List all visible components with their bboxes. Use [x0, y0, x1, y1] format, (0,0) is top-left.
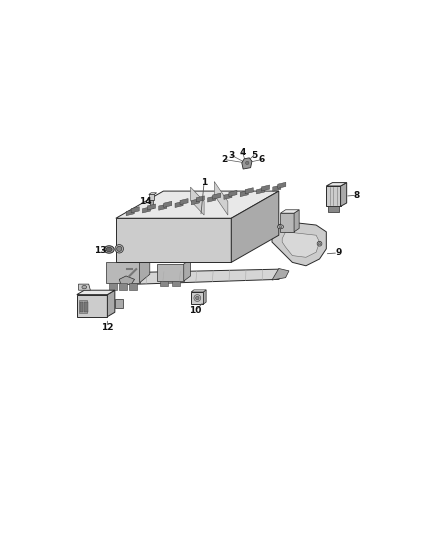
Polygon shape [203, 290, 206, 304]
Polygon shape [80, 302, 83, 312]
Polygon shape [326, 186, 341, 206]
Polygon shape [184, 259, 191, 281]
Text: 13: 13 [94, 246, 106, 255]
Polygon shape [191, 199, 199, 205]
Polygon shape [240, 191, 248, 197]
Text: 5: 5 [251, 151, 257, 159]
Polygon shape [196, 196, 205, 202]
Ellipse shape [196, 296, 199, 300]
Polygon shape [282, 232, 320, 257]
Polygon shape [116, 191, 279, 218]
Polygon shape [106, 262, 140, 282]
Text: 8: 8 [354, 191, 360, 200]
Text: 4: 4 [239, 148, 246, 157]
Polygon shape [273, 185, 281, 191]
Polygon shape [126, 209, 134, 216]
Polygon shape [78, 300, 87, 313]
Polygon shape [119, 276, 134, 285]
Ellipse shape [104, 246, 114, 253]
Ellipse shape [115, 245, 124, 253]
Polygon shape [191, 292, 203, 304]
Polygon shape [140, 254, 150, 282]
Polygon shape [294, 210, 299, 232]
Polygon shape [208, 196, 215, 202]
Ellipse shape [318, 243, 321, 245]
Polygon shape [149, 193, 156, 195]
Polygon shape [142, 207, 151, 213]
Text: 10: 10 [189, 306, 202, 315]
Ellipse shape [279, 225, 282, 228]
Polygon shape [175, 201, 183, 207]
Polygon shape [191, 290, 206, 292]
Polygon shape [180, 199, 188, 205]
Ellipse shape [106, 247, 112, 252]
Polygon shape [272, 269, 289, 280]
Polygon shape [156, 264, 184, 281]
Polygon shape [150, 199, 153, 208]
Polygon shape [257, 188, 265, 194]
Polygon shape [78, 284, 90, 290]
Polygon shape [164, 201, 172, 207]
Ellipse shape [194, 295, 201, 302]
Polygon shape [272, 222, 326, 266]
Polygon shape [84, 302, 88, 312]
Polygon shape [245, 188, 253, 194]
Text: 6: 6 [259, 155, 265, 164]
Ellipse shape [246, 161, 249, 165]
Polygon shape [116, 218, 231, 262]
Polygon shape [261, 185, 269, 191]
Text: 9: 9 [335, 248, 341, 257]
Polygon shape [328, 206, 339, 213]
Polygon shape [341, 183, 347, 206]
Polygon shape [130, 282, 137, 289]
Polygon shape [212, 193, 221, 199]
Text: 1: 1 [201, 178, 207, 187]
Text: 3: 3 [228, 151, 234, 159]
Polygon shape [159, 204, 167, 210]
Polygon shape [214, 182, 228, 215]
Polygon shape [278, 182, 286, 188]
Polygon shape [119, 282, 127, 289]
Polygon shape [172, 281, 180, 286]
Polygon shape [160, 281, 169, 286]
Text: 14: 14 [139, 197, 152, 206]
Polygon shape [326, 183, 347, 186]
Polygon shape [107, 290, 115, 317]
Ellipse shape [277, 225, 283, 229]
Polygon shape [280, 210, 299, 213]
Polygon shape [231, 191, 279, 262]
Polygon shape [224, 193, 232, 199]
Polygon shape [77, 290, 115, 295]
Polygon shape [115, 298, 124, 308]
Polygon shape [77, 295, 107, 317]
Polygon shape [131, 207, 139, 213]
Polygon shape [191, 187, 204, 215]
Ellipse shape [82, 286, 87, 289]
Polygon shape [229, 190, 237, 197]
Polygon shape [123, 269, 286, 285]
Ellipse shape [317, 241, 322, 246]
Ellipse shape [117, 246, 122, 252]
Polygon shape [242, 158, 252, 169]
Polygon shape [149, 195, 154, 199]
Polygon shape [280, 213, 294, 232]
Text: 12: 12 [101, 323, 113, 332]
Polygon shape [109, 282, 117, 289]
Text: 2: 2 [221, 155, 228, 164]
Polygon shape [148, 204, 155, 210]
